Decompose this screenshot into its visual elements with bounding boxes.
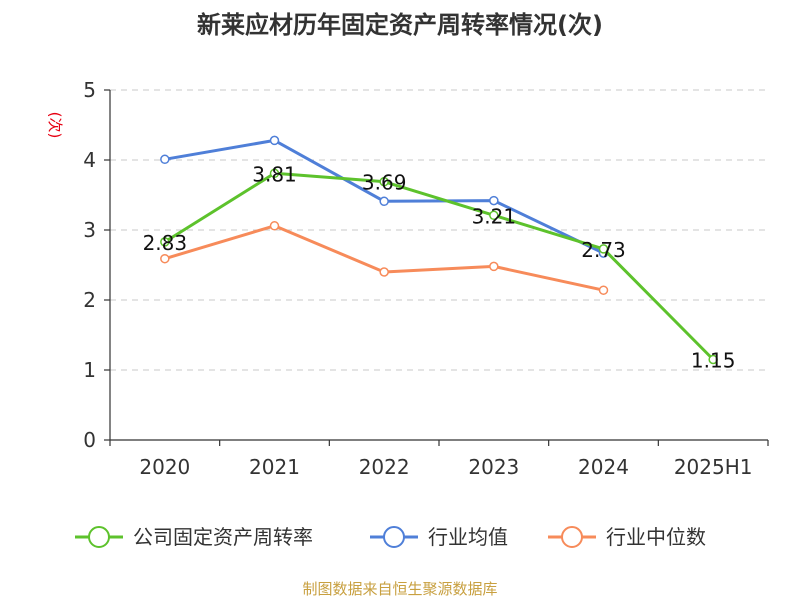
legend-item: 公司固定资产周转率 (75, 525, 313, 549)
data-point (708, 354, 718, 365)
x-tick-label: 2023 (468, 455, 519, 479)
legend-item: 行业中位数 (548, 525, 706, 549)
y-tick-label: 5 (83, 78, 96, 102)
data-point (269, 168, 280, 179)
series-line (164, 224, 604, 292)
data-label: 3.69 (362, 171, 407, 195)
x-tick-label: 2022 (359, 455, 410, 479)
x-tick-label: 2024 (578, 455, 629, 479)
legend-swatch-marker (383, 526, 405, 548)
x-tick-label: 2021 (249, 455, 300, 479)
y-tick-label: 3 (83, 218, 96, 242)
legend-swatch-marker (88, 526, 110, 548)
legend-label: 公司固定资产周转率 (133, 525, 313, 549)
grid-lines (110, 89, 768, 371)
data-point (489, 210, 499, 221)
data-point (160, 154, 170, 165)
data-point (160, 237, 170, 247)
legend-label: 行业均值 (428, 525, 508, 549)
axes: 0 1 2 3 4 5 2020 2021 2022 2023 2024 2025H1 (83, 78, 769, 479)
data-label: 3.81 (252, 162, 297, 186)
y-tick-label: 1 (83, 358, 96, 382)
data-point (598, 244, 609, 254)
data-point (379, 267, 389, 277)
data-labels: 2.83 3.81 3.69 3.21 2.73 1.15 (143, 162, 736, 372)
legend: 公司固定资产周转率 行业均值 行业中位数 (75, 525, 706, 549)
x-tick-label: 2025H1 (674, 455, 753, 479)
data-point (489, 195, 499, 206)
data-label: 2.73 (581, 238, 626, 262)
y-axis-label: (次) (46, 112, 64, 139)
legend-label: 行业中位数 (606, 525, 706, 549)
legend-swatch-marker (561, 526, 583, 548)
data-point (598, 285, 609, 295)
chart-title: 新莱应材历年固定资产周转率情况(次) (197, 11, 603, 39)
x-tick-label: 2020 (139, 455, 190, 479)
y-tick-label: 2 (83, 288, 96, 312)
data-point (489, 261, 499, 272)
data-point (379, 176, 389, 187)
data-label: 2.83 (143, 231, 188, 255)
series-line (164, 171, 715, 361)
data-label: 1.15 (691, 349, 736, 373)
data-point (160, 253, 170, 264)
source-note: 制图数据来自恒生聚源数据库 (302, 580, 497, 598)
y-tick-label: 4 (83, 148, 96, 172)
data-point (269, 221, 280, 231)
legend-item: 行业均值 (370, 525, 508, 549)
y-tick-label: 0 (83, 428, 96, 452)
series-layer (160, 135, 718, 365)
data-label: 3.21 (472, 204, 517, 228)
data-point (269, 135, 280, 146)
data-point (379, 196, 389, 207)
